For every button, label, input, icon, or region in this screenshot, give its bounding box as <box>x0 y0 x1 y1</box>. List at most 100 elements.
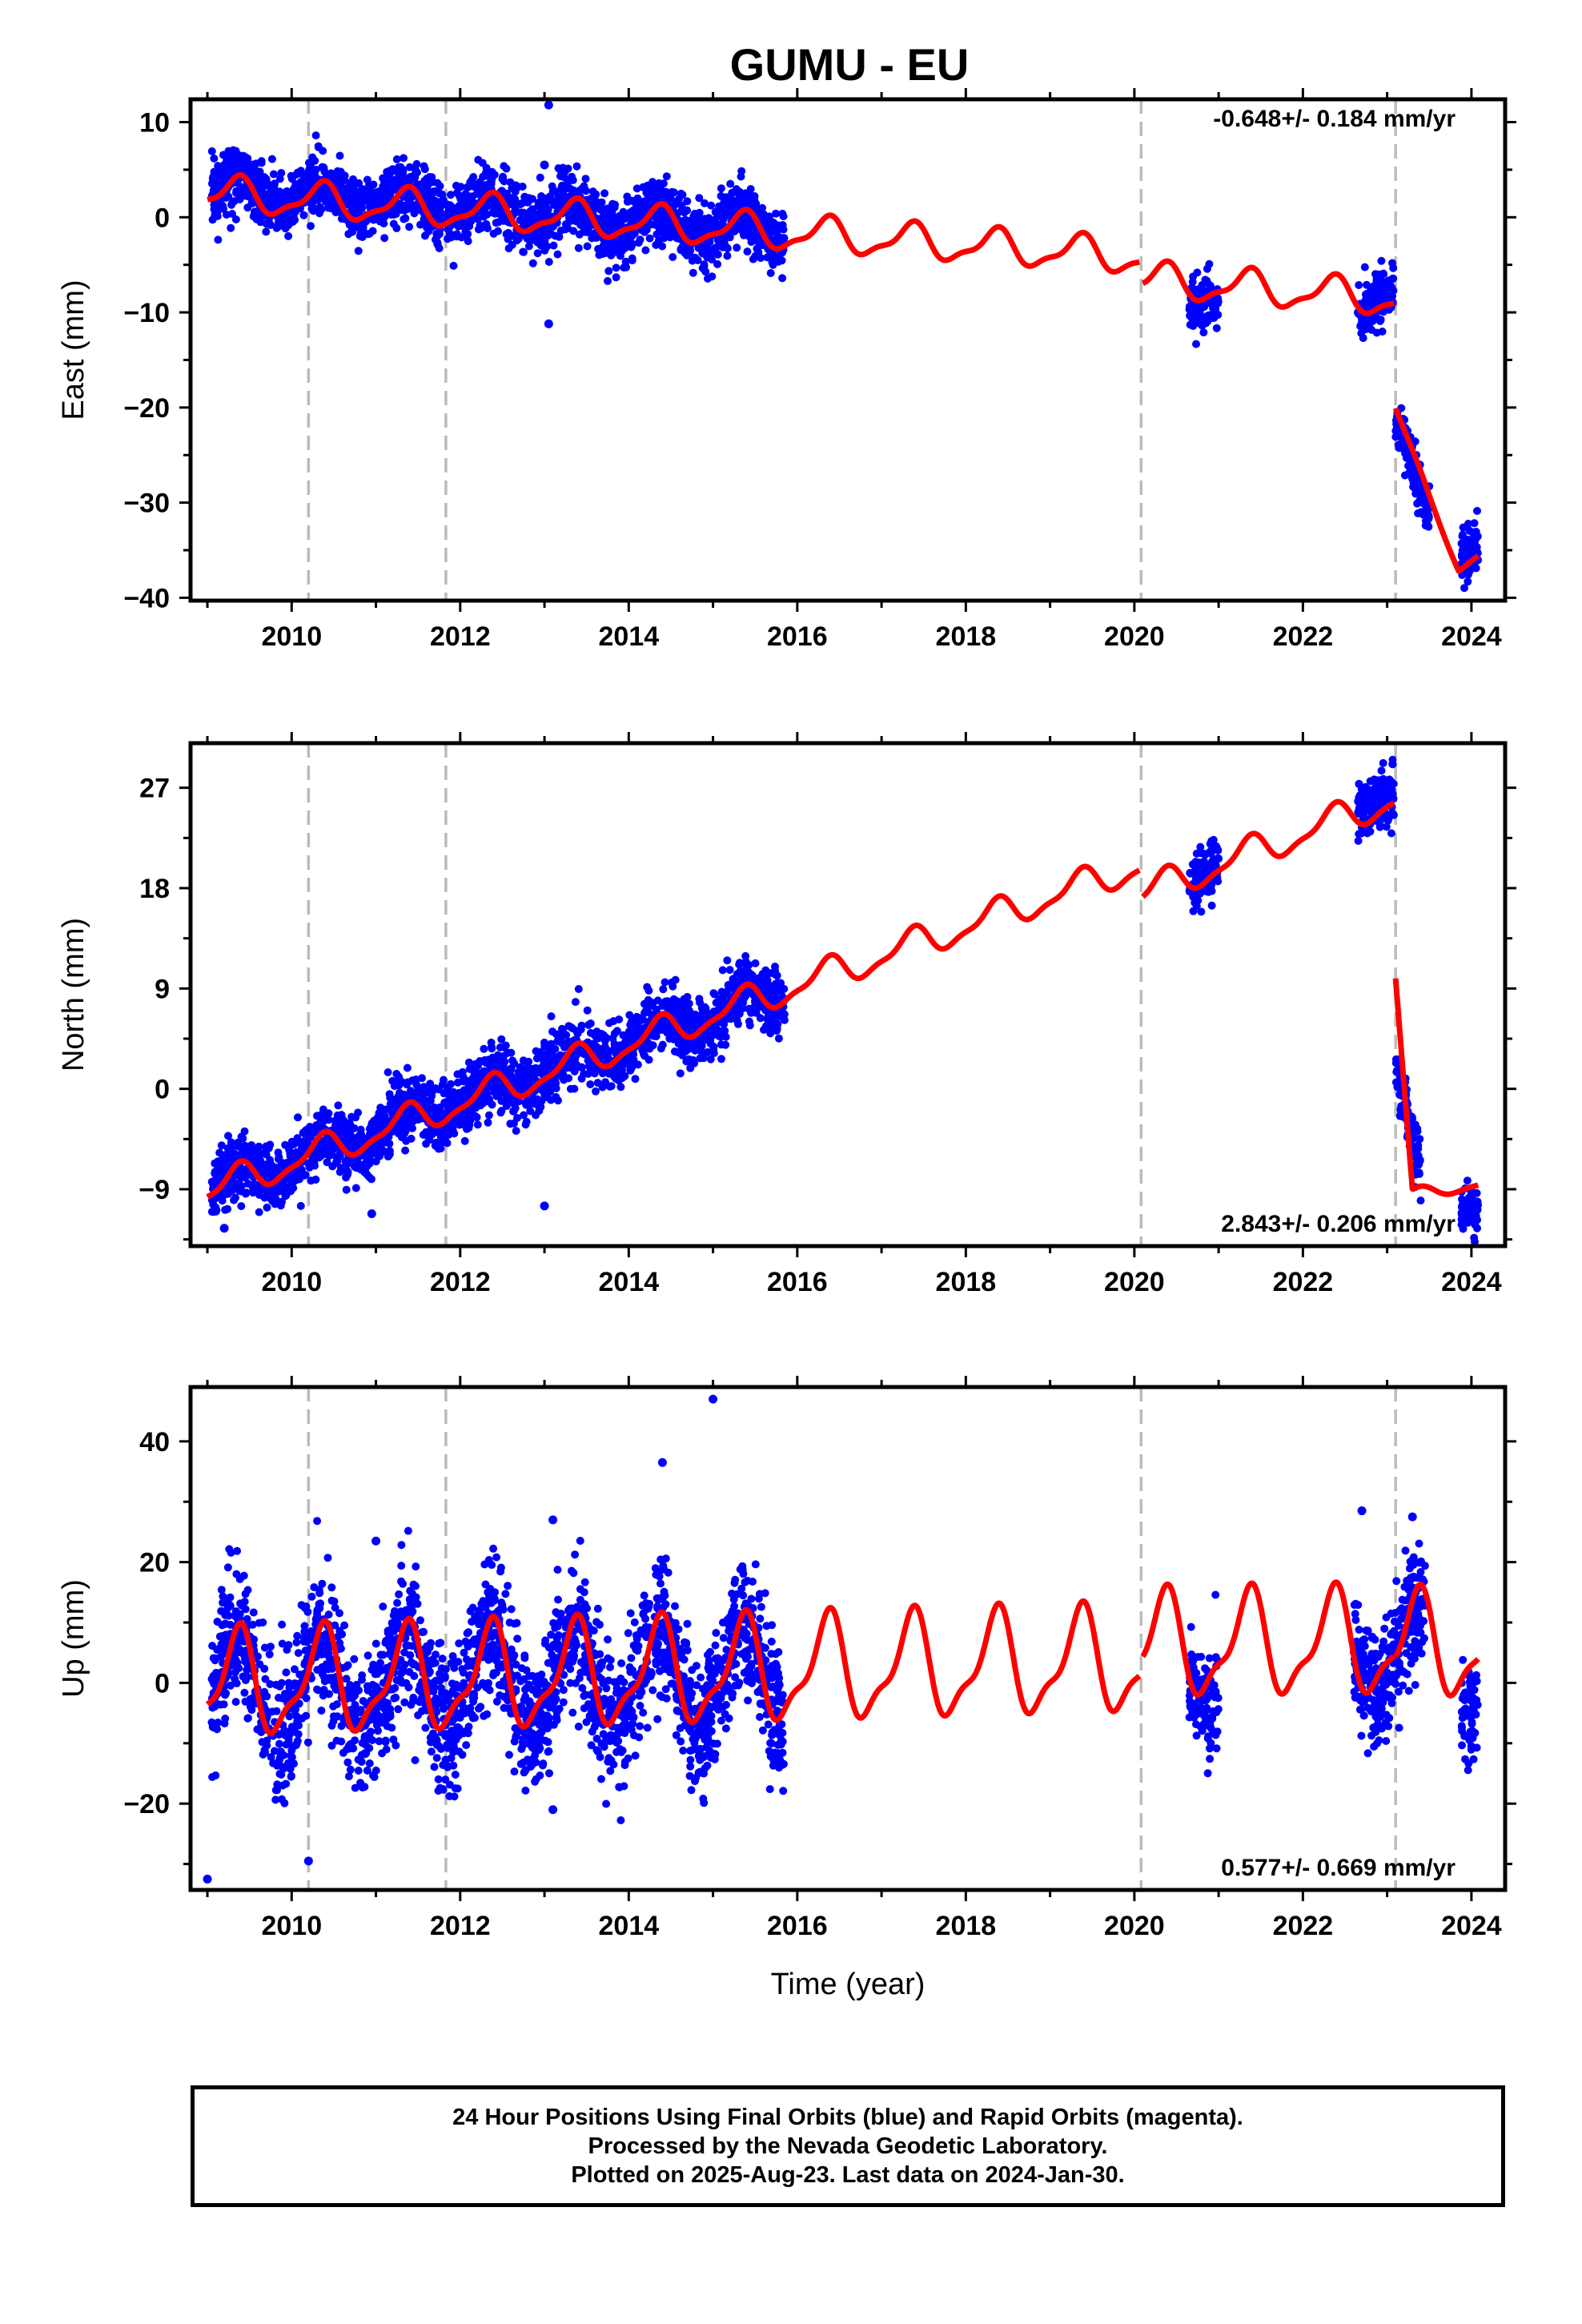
east-data-point <box>526 207 535 215</box>
north-data-point <box>243 1180 252 1188</box>
east-data-point <box>284 231 293 240</box>
east-data-point <box>277 169 286 177</box>
north-data-point <box>496 1108 505 1117</box>
east-data-point <box>559 163 568 172</box>
north-data-point <box>497 1035 506 1043</box>
east-data-point <box>548 187 557 195</box>
east-data-point <box>539 206 548 215</box>
east-data-point <box>616 211 624 220</box>
east-data-point <box>565 184 574 193</box>
east-y-tick-label: 10 <box>139 108 170 139</box>
east-data-point <box>652 230 661 239</box>
east-data-point <box>213 211 222 220</box>
east-data-point <box>720 198 729 207</box>
east-data-point <box>391 210 400 219</box>
east-data-point <box>427 190 436 199</box>
east-data-point <box>1464 520 1472 528</box>
east-data-point <box>1459 530 1467 539</box>
east-data-point <box>604 204 612 213</box>
north-data-point <box>227 1138 235 1147</box>
east-data-point <box>659 191 668 199</box>
north-data-point <box>414 1091 423 1100</box>
north-data-point <box>211 1207 220 1216</box>
east-data-point <box>487 177 496 186</box>
north-data-point <box>625 1011 634 1019</box>
north-data-point <box>460 1136 469 1145</box>
north-data-point <box>387 1103 396 1112</box>
east-data-point <box>533 249 542 258</box>
east-data-point <box>252 215 261 223</box>
east-data-point <box>615 221 624 230</box>
east-x-tick-label: 2016 <box>767 621 828 652</box>
east-data-point <box>717 184 725 193</box>
east-data-point <box>214 162 223 171</box>
east-data-point <box>1472 564 1480 573</box>
east-data-point <box>1208 314 1217 323</box>
east-data-point <box>468 175 476 184</box>
east-data-point <box>658 212 667 221</box>
east-data-point <box>520 247 528 256</box>
east-data-point <box>1400 471 1409 480</box>
east-data-point <box>351 186 359 195</box>
east-data-point <box>257 157 266 166</box>
east-data-point <box>1372 328 1381 337</box>
east-data-point <box>726 179 735 188</box>
east-data-point <box>1212 324 1221 332</box>
east-data-point <box>652 240 661 249</box>
east-data-point <box>323 203 332 212</box>
east-data-point <box>737 172 745 181</box>
east-data-point <box>379 174 387 183</box>
east-data-point <box>554 192 563 201</box>
north-data-point <box>363 1171 371 1180</box>
east-data-point <box>641 246 650 255</box>
east-data-point <box>778 274 787 283</box>
east-data-point <box>448 209 456 218</box>
north-data-point <box>771 963 779 971</box>
north-data-point <box>513 1114 521 1122</box>
north-data-point <box>287 1137 296 1146</box>
north-data-point <box>320 1108 329 1117</box>
north-data-point <box>351 1184 360 1192</box>
north-data-point <box>231 1193 239 1202</box>
east-data-point <box>464 237 472 246</box>
east-data-point <box>612 263 620 272</box>
east-y-tick-label: 0 <box>155 203 170 233</box>
east-data-point <box>262 227 271 236</box>
east-data-point <box>483 211 492 219</box>
north-data-point <box>237 1202 246 1211</box>
east-data-point <box>779 212 788 221</box>
east-data-point <box>777 235 785 244</box>
east-data-point <box>342 184 351 193</box>
east-data-point <box>348 227 357 236</box>
north-panel: 2010 2012 2014 2016 2018 2020 2022 2024−9091827… <box>57 732 1516 1297</box>
east-data-point <box>701 199 709 207</box>
east-data-point <box>227 199 236 207</box>
north-data-point <box>627 1017 636 1026</box>
north-data-point <box>255 1191 264 1200</box>
east-data-point <box>482 219 491 228</box>
north-data-point <box>375 1152 384 1160</box>
east-data-point <box>686 231 694 240</box>
north-data-point <box>532 1054 541 1063</box>
north-data-point <box>571 998 580 1007</box>
north-data-point <box>215 1148 224 1157</box>
north-data-point <box>669 995 678 1003</box>
east-data-point <box>544 258 553 266</box>
east-data-point <box>307 222 315 231</box>
east-data-point <box>641 200 650 209</box>
east-data-point <box>392 155 401 163</box>
east-data-point <box>700 216 708 225</box>
east-data-point <box>1199 328 1208 337</box>
north-data-point <box>224 1132 232 1140</box>
east-data-point <box>704 274 712 283</box>
east-data-point <box>749 200 758 208</box>
east-data-point <box>718 235 727 243</box>
north-data-point <box>307 1176 315 1185</box>
east-data-point <box>355 231 364 240</box>
east-data-point <box>400 154 408 163</box>
east-data-point <box>229 146 238 155</box>
north-data-point <box>632 1012 641 1021</box>
east-data-point <box>1423 517 1431 526</box>
east-data-point <box>1377 256 1386 265</box>
